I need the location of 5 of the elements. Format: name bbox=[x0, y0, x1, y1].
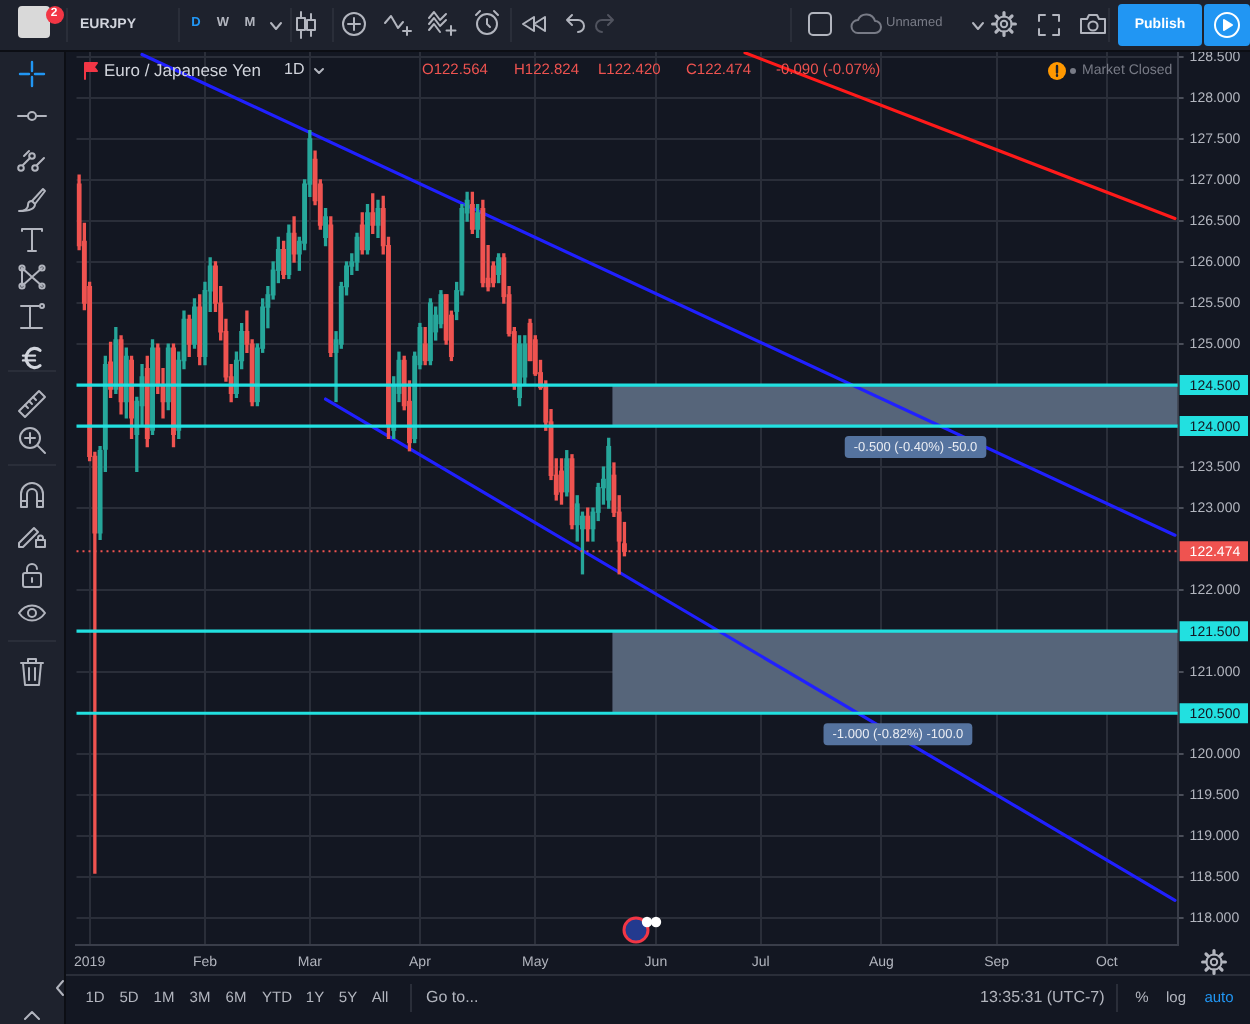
text: 13:35:31 (UTC-7) bbox=[980, 988, 1105, 1006]
annotation: 1D bbox=[284, 60, 305, 78]
candlestick bbox=[323, 208, 329, 247]
candlestick bbox=[559, 458, 564, 505]
text: Go to... bbox=[426, 988, 479, 1006]
